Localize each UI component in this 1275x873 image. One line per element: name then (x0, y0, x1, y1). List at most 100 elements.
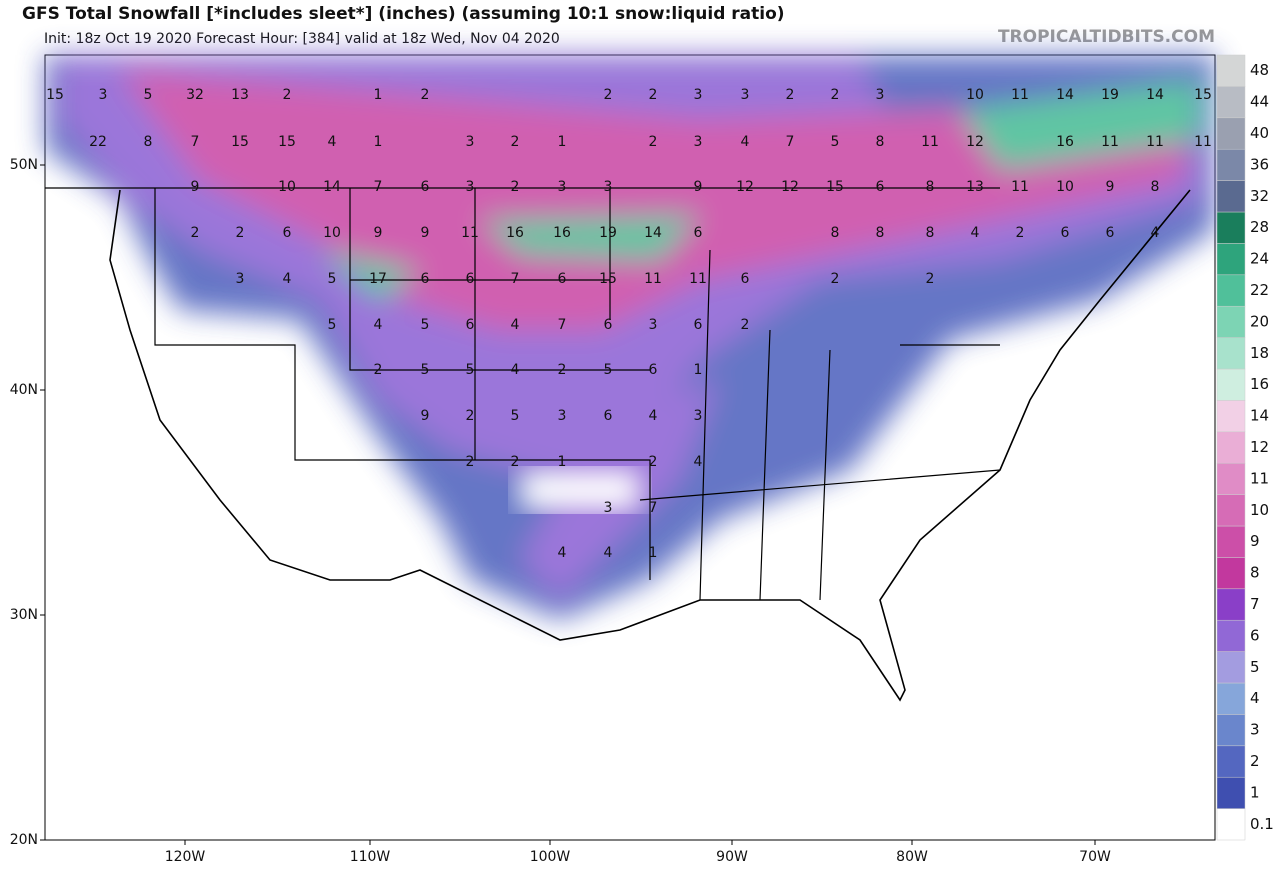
snow-total-label: 15 (278, 134, 296, 150)
snow-total-label: 6 (694, 317, 703, 333)
snow-total-label: 14 (1146, 87, 1164, 103)
snow-total-label: 15 (46, 87, 64, 103)
snow-total-label: 15 (1194, 87, 1212, 103)
snow-total-label: 2 (511, 134, 520, 150)
snow-total-label: 6 (741, 271, 750, 287)
snow-total-label: 2 (649, 134, 658, 150)
snow-total-label: 3 (876, 87, 885, 103)
lon-label: 110W (350, 849, 391, 865)
snow-total-label: 12 (966, 134, 984, 150)
snow-total-label: 3 (741, 87, 750, 103)
snow-total-label: 14 (323, 179, 341, 195)
snow-total-label: 3 (558, 408, 567, 424)
snow-total-label: 6 (604, 317, 613, 333)
colorbar-label: 8 (1250, 564, 1260, 582)
colorbar-swatch (1216, 714, 1246, 747)
snow-total-label: 5 (604, 362, 613, 378)
snow-total-label: 10 (278, 179, 296, 195)
snow-total-label: 6 (466, 317, 475, 333)
snow-total-label: 11 (1101, 134, 1119, 150)
colorbar-label: 9 (1250, 532, 1260, 550)
snow-total-label: 9 (694, 179, 703, 195)
colorbar-label: 22 (1250, 281, 1269, 299)
snow-total-label: 15 (826, 179, 844, 195)
colorbar-swatch (1216, 54, 1246, 87)
snow-total-label: 7 (786, 134, 795, 150)
snow-total-label: 2 (786, 87, 795, 103)
snow-total-label: 2 (604, 87, 613, 103)
snow-total-label: 13 (966, 179, 984, 195)
colorbar-label: 0.1 (1250, 815, 1274, 833)
snow-total-label: 6 (604, 408, 613, 424)
snow-total-label: 3 (694, 134, 703, 150)
snow-total-label: 2 (741, 317, 750, 333)
snow-total-label: 9 (191, 179, 200, 195)
snow-total-label: 7 (511, 271, 520, 287)
snow-total-label: 5 (421, 362, 430, 378)
snow-total-label: 10 (966, 87, 984, 103)
colorbar-swatch (1216, 148, 1246, 181)
snow-total-label: 6 (694, 225, 703, 241)
snow-total-label: 16 (553, 225, 571, 241)
snow-total-label: 3 (604, 179, 613, 195)
subtitle: Init: 18z Oct 19 2020 Forecast Hour: [38… (44, 31, 560, 47)
snow-total-label: 8 (876, 134, 885, 150)
colorbar-label: 12 (1250, 438, 1269, 456)
snow-total-label: 6 (1061, 225, 1070, 241)
colorbar-label: 1 (1250, 783, 1260, 801)
snow-total-label: 11 (1146, 134, 1164, 150)
colorbar-label: 32 (1250, 187, 1269, 205)
snow-total-label: 6 (466, 271, 475, 287)
snow-total-label: 6 (421, 271, 430, 287)
snow-total-label: 6 (558, 271, 567, 287)
snow-total-label: 5 (328, 271, 337, 287)
colorbar-swatch (1216, 776, 1246, 809)
lat-label: 20N (10, 832, 38, 848)
colorbar-label: 10 (1250, 501, 1269, 519)
snow-total-label: 11 (1011, 179, 1029, 195)
snow-total-label: 10 (323, 225, 341, 241)
colorbar-label: 6 (1250, 626, 1260, 644)
snow-total-label: 14 (1056, 87, 1074, 103)
colorbar-label: 5 (1250, 658, 1260, 676)
snow-total-label: 4 (511, 362, 520, 378)
snow-total-label: 5 (144, 87, 153, 103)
snow-total-label: 2 (466, 408, 475, 424)
snow-total-label: 2 (191, 225, 200, 241)
snow-total-label: 2 (466, 454, 475, 470)
snow-total-label: 9 (421, 225, 430, 241)
snow-total-label: 2 (421, 87, 430, 103)
colorbar-swatch (1216, 368, 1246, 401)
snow-total-label: 2 (831, 271, 840, 287)
colorbar-swatch (1216, 431, 1246, 464)
lon-label: 120W (165, 849, 206, 865)
snow-total-label: 8 (926, 225, 935, 241)
snow-total-label: 5 (831, 134, 840, 150)
snow-total-label: 1 (374, 134, 383, 150)
colorbar-swatch (1216, 462, 1246, 495)
snow-total-label: 16 (1056, 134, 1074, 150)
colorbar-swatch (1216, 117, 1246, 150)
snow-total-label: 2 (236, 225, 245, 241)
snow-total-label: 3 (694, 408, 703, 424)
snow-total-label: 4 (971, 225, 980, 241)
snow-total-label: 2 (511, 454, 520, 470)
snow-total-label: 4 (741, 134, 750, 150)
snow-total-label: 11 (689, 271, 707, 287)
colorbar-label: 28 (1250, 218, 1269, 236)
snow-total-label: 12 (781, 179, 799, 195)
snow-total-label: 32 (186, 87, 204, 103)
snow-total-label: 4 (558, 545, 567, 561)
colorbar-swatch (1216, 651, 1246, 684)
lon-label: 100W (530, 849, 571, 865)
title: GFS Total Snowfall [*includes sleet*] (i… (22, 4, 785, 24)
lon-label: 90W (716, 849, 748, 865)
colorbar-swatch (1216, 180, 1246, 213)
snow-total-label: 2 (831, 87, 840, 103)
colorbar-swatch (1216, 682, 1246, 715)
snow-total-label: 3 (649, 317, 658, 333)
colorbar-swatch (1216, 274, 1246, 307)
colorbar-label: 2 (1250, 752, 1260, 770)
borders (45, 187, 1191, 702)
snow-total-label: 22 (89, 134, 107, 150)
